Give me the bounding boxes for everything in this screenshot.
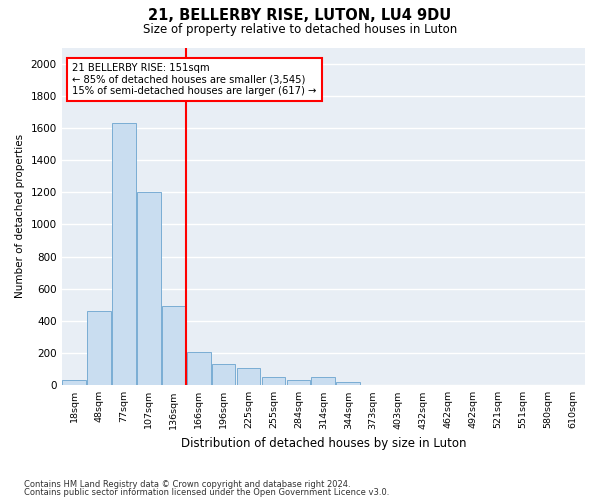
Y-axis label: Number of detached properties: Number of detached properties xyxy=(15,134,25,298)
Bar xyxy=(237,368,260,386)
Bar xyxy=(87,312,111,386)
Bar xyxy=(137,192,161,386)
Bar xyxy=(337,382,360,386)
Bar xyxy=(187,352,211,386)
Bar xyxy=(287,380,310,386)
Bar xyxy=(311,378,335,386)
Bar xyxy=(212,364,235,386)
Bar xyxy=(62,380,86,386)
Bar xyxy=(162,306,185,386)
Text: Contains HM Land Registry data © Crown copyright and database right 2024.: Contains HM Land Registry data © Crown c… xyxy=(24,480,350,489)
Text: 21, BELLERBY RISE, LUTON, LU4 9DU: 21, BELLERBY RISE, LUTON, LU4 9DU xyxy=(148,8,452,22)
Text: Contains public sector information licensed under the Open Government Licence v3: Contains public sector information licen… xyxy=(24,488,389,497)
Bar xyxy=(262,378,286,386)
Bar xyxy=(112,123,136,386)
Text: 21 BELLERBY RISE: 151sqm
← 85% of detached houses are smaller (3,545)
15% of sem: 21 BELLERBY RISE: 151sqm ← 85% of detach… xyxy=(72,62,317,96)
X-axis label: Distribution of detached houses by size in Luton: Distribution of detached houses by size … xyxy=(181,437,466,450)
Text: Size of property relative to detached houses in Luton: Size of property relative to detached ho… xyxy=(143,22,457,36)
